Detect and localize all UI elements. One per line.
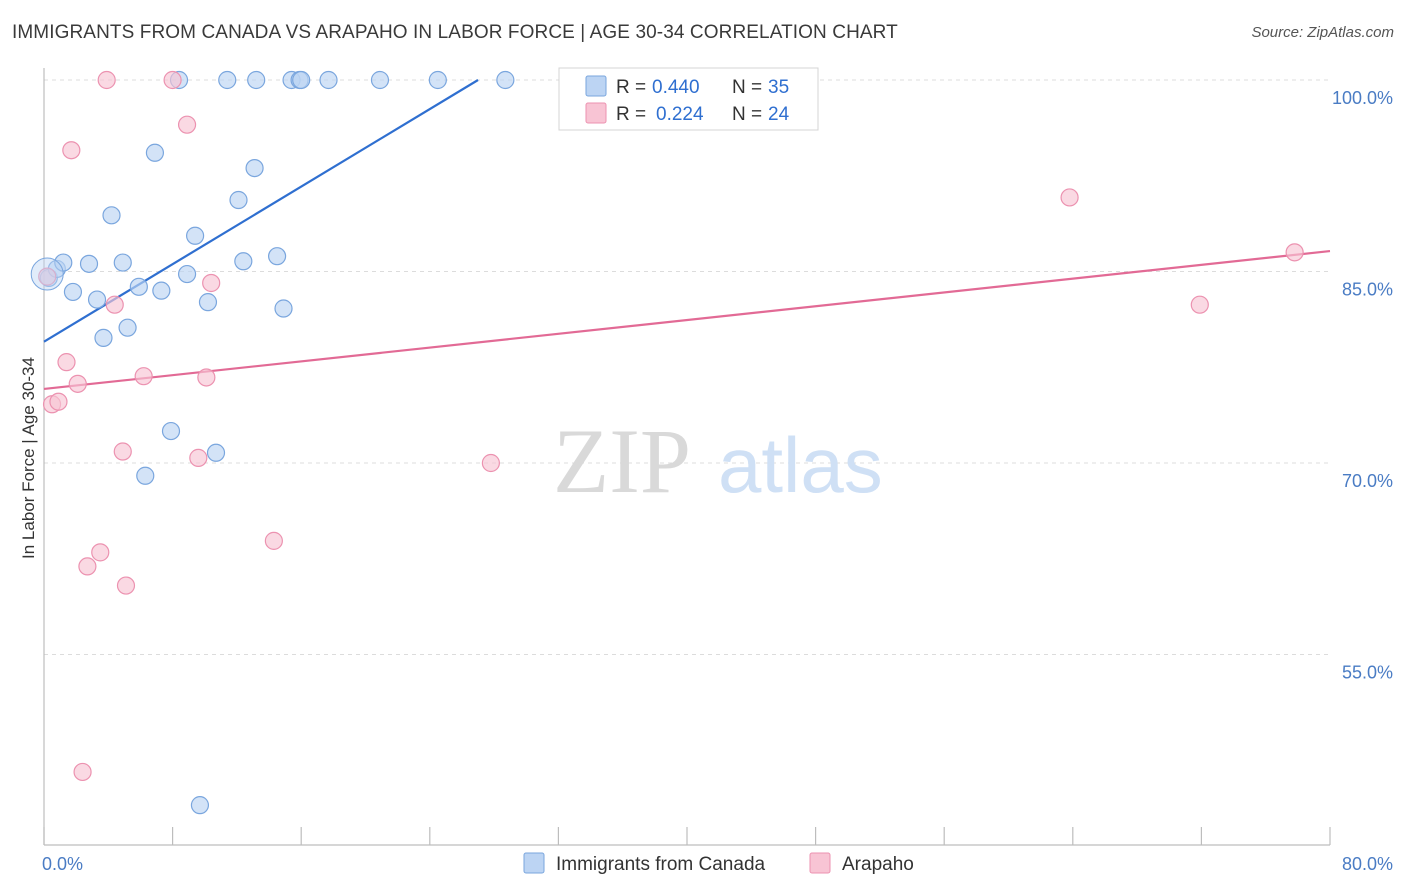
series-legend-swatch-pink xyxy=(809,852,831,874)
watermark-atlas: atlas xyxy=(718,421,883,509)
point-blue-21 xyxy=(229,190,248,210)
point-pink-16 xyxy=(197,368,216,387)
legend-r-label-2: R = xyxy=(616,104,646,125)
point-pink-1 xyxy=(49,392,68,411)
legend-n-value-1: 35 xyxy=(768,77,789,98)
source-label: Source: ZipAtlas.com xyxy=(1251,24,1394,41)
watermark-zip: ZIP xyxy=(553,410,691,512)
y-axis-label: In Labor Force | Age 30-34 xyxy=(19,357,38,559)
point-pink-23 xyxy=(38,267,57,286)
point-pink-22 xyxy=(1285,243,1304,262)
chart-title: IMMIGRANTS FROM CANADA VS ARAPAHO IN LAB… xyxy=(12,22,898,43)
point-blue-27 xyxy=(274,299,293,318)
x-tick-label-0: 0.0% xyxy=(42,854,83,874)
point-blue-22 xyxy=(234,252,253,271)
legend-n-value-2: 24 xyxy=(768,104,790,125)
point-pink-17 xyxy=(202,273,221,293)
point-pink-6 xyxy=(78,557,97,576)
point-blue-31 xyxy=(370,70,390,90)
series-legend-label-blue: Immigrants from Canada xyxy=(556,854,766,875)
point-pink-7 xyxy=(91,543,110,562)
point-blue-23 xyxy=(245,158,264,178)
axes xyxy=(43,68,1331,846)
point-blue-8 xyxy=(113,253,132,272)
data-points xyxy=(30,70,1304,815)
y-tick-labels: 55.0% 70.0% 85.0% 100.0% xyxy=(1332,88,1393,683)
legend-r-value-1: 0.440 xyxy=(652,77,700,98)
point-blue-3 xyxy=(63,282,83,302)
series-legend-swatch-blue xyxy=(523,852,545,874)
point-blue-4 xyxy=(79,254,99,273)
point-pink-21 xyxy=(1190,295,1209,314)
y-tick-label-1: 70.0% xyxy=(1342,471,1393,491)
legend-r-value-2: 0.224 xyxy=(656,104,704,125)
trend-line-pink xyxy=(43,249,1331,391)
point-blue-34 xyxy=(292,70,311,90)
point-pink-14 xyxy=(177,115,197,134)
point-blue-11 xyxy=(136,466,155,485)
point-pink-10 xyxy=(113,442,132,461)
x-tick-labels: 0.0% 80.0% xyxy=(42,854,1393,874)
zipatlas-watermark: ZIP atlas xyxy=(553,410,883,512)
point-pink-3 xyxy=(62,141,81,160)
point-blue-17 xyxy=(186,226,205,245)
y-tick-label-0: 55.0% xyxy=(1342,663,1393,683)
point-blue-24 xyxy=(218,70,237,90)
point-pink-18 xyxy=(264,531,283,550)
point-pink-11 xyxy=(116,576,136,595)
point-pink-4 xyxy=(68,374,87,393)
point-blue-10 xyxy=(129,277,148,296)
point-pink-19 xyxy=(481,453,500,473)
y-tick-label-3: 100.0% xyxy=(1332,88,1393,108)
point-pink-8 xyxy=(97,70,116,90)
point-pink-13 xyxy=(163,70,182,90)
point-blue-9 xyxy=(118,318,137,337)
point-blue-16 xyxy=(177,264,197,284)
point-pink-9 xyxy=(105,295,124,314)
point-blue-7 xyxy=(102,206,121,225)
point-blue-32 xyxy=(428,70,447,90)
point-pink-2 xyxy=(57,353,76,372)
stats-legend: R = 0.440 N = 35 R = 0.224 N = 24 xyxy=(558,67,819,131)
point-pink-15 xyxy=(189,448,208,467)
legend-n-label-1: N = xyxy=(732,77,762,98)
point-pink-20 xyxy=(1060,188,1079,207)
series-legend-label-pink: Arapaho xyxy=(842,854,914,875)
point-cluster-origin xyxy=(30,257,64,291)
legend-swatch-blue xyxy=(585,75,607,97)
point-blue-18 xyxy=(190,796,210,815)
y-tick-label-2: 85.0% xyxy=(1342,280,1393,300)
point-blue-33 xyxy=(496,70,515,90)
x-tick-label-1: 80.0% xyxy=(1342,854,1393,874)
point-blue-19 xyxy=(198,293,218,312)
point-pink-5 xyxy=(73,762,92,782)
point-blue-14 xyxy=(161,421,181,441)
point-pink-12 xyxy=(134,367,153,386)
legend-r-label-1: R = xyxy=(616,77,646,98)
point-blue-25 xyxy=(247,70,266,90)
point-blue-12 xyxy=(145,143,165,162)
point-blue-20 xyxy=(206,443,226,462)
point-blue-5 xyxy=(87,290,107,309)
point-blue-6 xyxy=(94,328,113,347)
legend-swatch-pink xyxy=(585,102,607,124)
series-legend: Immigrants from Canada Arapaho xyxy=(523,852,914,875)
point-blue-13 xyxy=(152,281,171,300)
point-blue-26 xyxy=(267,247,287,266)
legend-n-label-2: N = xyxy=(732,104,762,125)
point-blue-30 xyxy=(319,70,338,90)
